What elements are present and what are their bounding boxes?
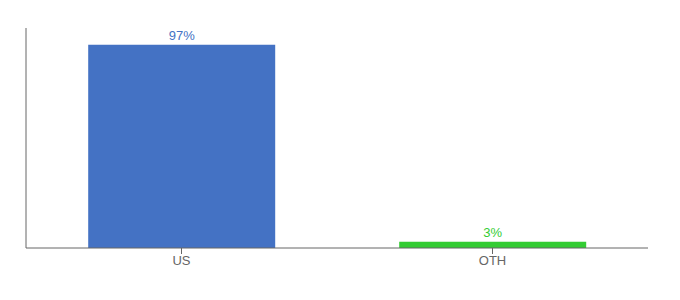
svg-text:3%: 3% [483, 225, 502, 240]
svg-text:97%: 97% [169, 28, 195, 43]
svg-text:OTH: OTH [479, 253, 506, 268]
svg-text:US: US [172, 253, 190, 268]
